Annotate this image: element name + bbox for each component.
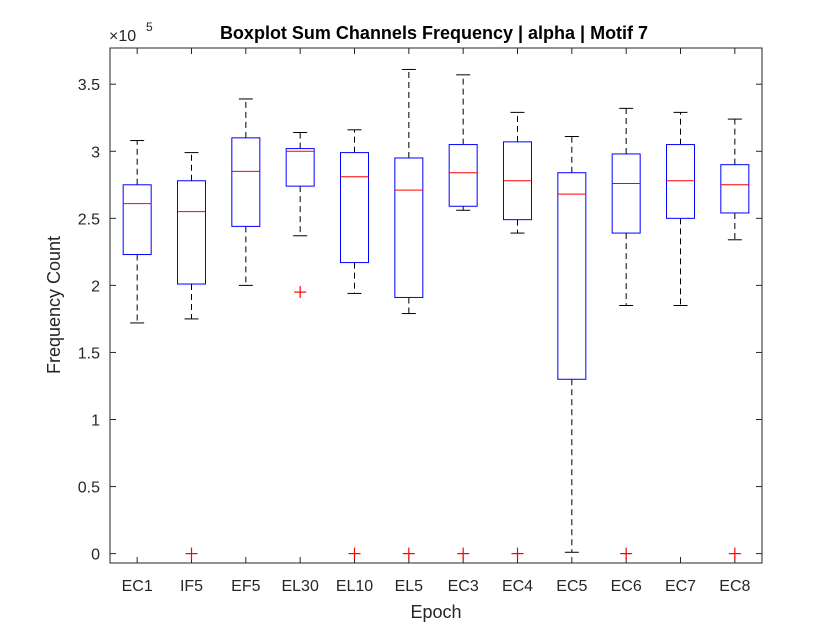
x-tick-label: EC4 <box>502 578 533 595</box>
box-iqr <box>285 148 315 187</box>
x-tick-label: EL10 <box>336 578 373 595</box>
box-iqr <box>611 153 641 234</box>
box-iqr <box>122 184 152 256</box>
x-tick-label: EC1 <box>122 578 153 595</box>
plot-area: 0 0.5 1 1.5 2 2.5 3 3.5 EC1 IF5 EF5 EL30 EL10 EL5 EC3 E… <box>78 48 762 595</box>
x-axis-label: Epoch <box>410 602 461 622</box>
y-tick-label: 1 <box>91 412 100 429</box>
x-tick-label: IF5 <box>180 578 203 595</box>
y-axis-label: Frequency Count <box>44 236 64 374</box>
y-tick-label: 2 <box>91 278 100 295</box>
box-iqr <box>177 180 206 285</box>
x-tick-label: EC6 <box>611 578 642 595</box>
y-tick-label: 2.5 <box>78 211 100 228</box>
y-tick-label: 1.5 <box>78 345 100 362</box>
box-iqr <box>394 157 424 298</box>
x-tick-label: EF5 <box>231 578 260 595</box>
x-tick-label: EL5 <box>395 578 424 595</box>
box-iqr <box>557 172 587 380</box>
x-tick-label: EC8 <box>719 578 750 595</box>
box-iqr <box>448 144 478 207</box>
box-iqr <box>666 144 695 219</box>
x-tick-label: EC5 <box>556 578 587 595</box>
x-tick-label: EC7 <box>665 578 696 595</box>
chart-title: Boxplot Sum Channels Frequency | alpha |… <box>220 23 648 43</box>
box-iqr <box>720 164 750 214</box>
y-axis-exponent-base: ×10 <box>109 28 136 45</box>
y-tick-label: 0 <box>91 547 100 564</box>
box-iqr <box>231 137 261 227</box>
y-axis-exponent-power: 5 <box>146 20 153 34</box>
x-tick-label: EC3 <box>448 578 479 595</box>
y-tick-label: 3 <box>91 144 100 161</box>
axes-box <box>109 47 763 564</box>
y-tick-label: 0.5 <box>78 480 100 497</box>
y-tick-label: 3.5 <box>78 77 100 94</box>
box-iqr <box>340 152 369 264</box>
x-tick-label: EL30 <box>281 578 318 595</box>
